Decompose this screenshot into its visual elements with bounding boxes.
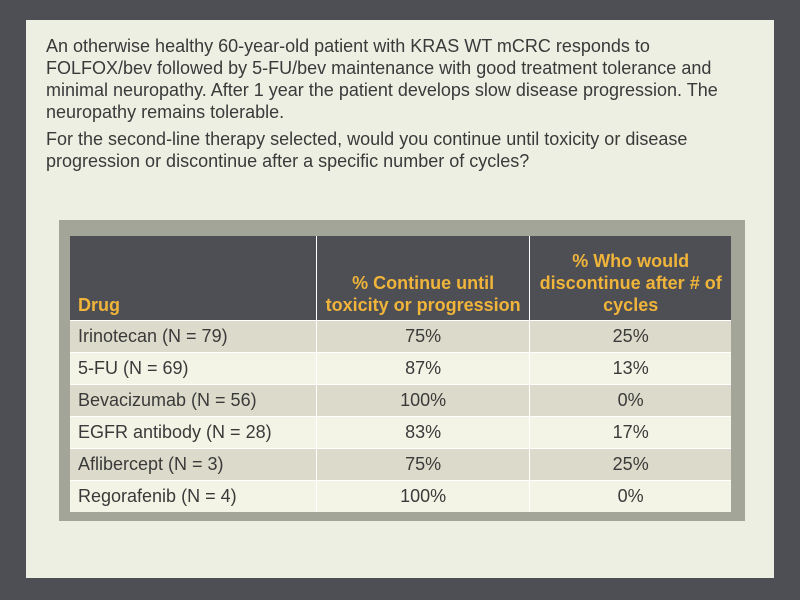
cell-continue: 83%	[315, 416, 530, 449]
cell-drug: 5-FU (N = 69)	[70, 352, 317, 385]
table-header-row: Drug % Continue until toxicity or progre…	[70, 236, 731, 321]
table-row: Bevacizumab (N = 56) 100% 0%	[70, 384, 731, 417]
table-row: Regorafenib (N = 4) 100% 0%	[70, 480, 731, 512]
cell-discontinue: 17%	[529, 416, 731, 449]
cell-discontinue: 13%	[529, 352, 731, 385]
results-table: Drug % Continue until toxicity or progre…	[70, 236, 731, 512]
table-row: 5-FU (N = 69) 87% 13%	[70, 352, 731, 385]
slide: An otherwise healthy 60-year-old patient…	[26, 20, 774, 578]
table-row: Irinotecan (N = 79) 75% 25%	[70, 320, 731, 353]
cell-continue: 75%	[315, 448, 530, 481]
header-drug: Drug	[70, 236, 317, 321]
cell-discontinue: 25%	[529, 448, 731, 481]
cell-continue: 87%	[315, 352, 530, 385]
cell-drug: Bevacizumab (N = 56)	[70, 384, 317, 417]
table-row: EGFR antibody (N = 28) 83% 17%	[70, 416, 731, 449]
cell-drug: Irinotecan (N = 79)	[70, 320, 317, 353]
header-continue: % Continue until toxicity or progression	[315, 236, 530, 321]
cell-drug: Aflibercept (N = 3)	[70, 448, 317, 481]
table-frame: Drug % Continue until toxicity or progre…	[59, 220, 745, 521]
cell-discontinue: 25%	[529, 320, 731, 353]
question-text: For the second-line therapy selected, wo…	[46, 129, 688, 171]
cell-continue: 100%	[315, 480, 530, 512]
cell-discontinue: 0%	[529, 384, 731, 417]
cell-discontinue: 0%	[529, 480, 731, 512]
cell-drug: EGFR antibody (N = 28)	[70, 416, 317, 449]
cell-continue: 75%	[315, 320, 530, 353]
cell-continue: 100%	[315, 384, 530, 417]
cell-drug: Regorafenib (N = 4)	[70, 480, 317, 512]
header-discontinue: % Who would discontinue after # of cycle…	[529, 236, 731, 321]
case-description: An otherwise healthy 60-year-old patient…	[46, 36, 718, 122]
table-row: Aflibercept (N = 3) 75% 25%	[70, 448, 731, 481]
